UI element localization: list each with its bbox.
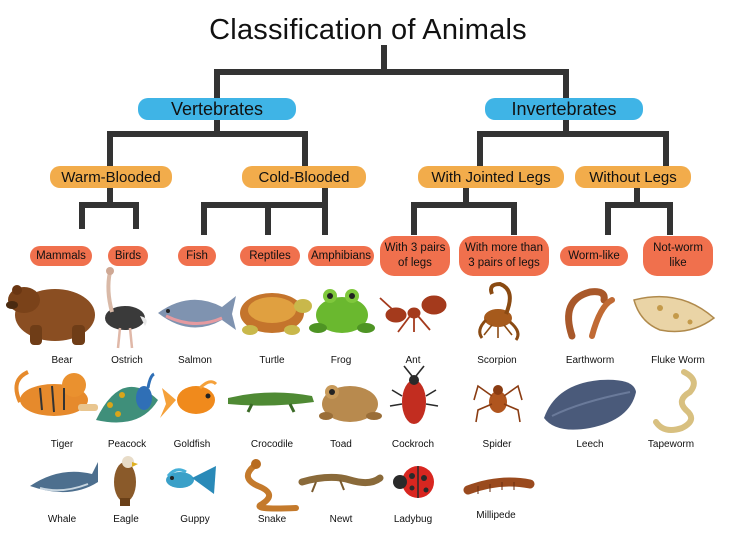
scorpion-illustration: [478, 281, 520, 341]
animal-label-leech: Leech: [576, 439, 604, 450]
animal-label-eagle: Eagle: [113, 514, 139, 525]
goldfish-illustration: [160, 380, 218, 418]
animal-label-earthworm: Earthworm: [565, 355, 615, 366]
whale-illustration: [30, 462, 98, 493]
animal-label-salmon: Salmon: [178, 355, 212, 366]
birds-box: Birds: [108, 246, 148, 266]
earthworm-illustration: [565, 288, 615, 340]
guppy-illustration: [166, 466, 216, 494]
animal-label-tapeworm: Tapeworm: [647, 439, 695, 450]
animal-label-millipede: Millipede: [476, 510, 516, 521]
cockroach-illustration: [389, 365, 439, 424]
animal-label-toad: Toad: [330, 439, 352, 450]
not-worm-like-box: Not-worm like: [643, 236, 713, 276]
animal-label-bear: Bear: [51, 355, 73, 366]
three-pairs-legs-box: With 3 pairs of legs: [380, 236, 450, 276]
animal-label-tiger: Tiger: [50, 439, 74, 450]
bear-illustration: [6, 285, 95, 345]
without-legs-box: Without Legs: [575, 166, 691, 188]
animal-label-frog: Frog: [330, 355, 352, 366]
animal-label-peacock: Peacock: [107, 439, 147, 450]
leech-illustration: [544, 379, 636, 430]
animal-label-cockroch: Cockroch: [391, 439, 435, 450]
snake-illustration: [245, 459, 299, 512]
more-than-three-pairs-box: With more than 3 pairs of legs: [459, 236, 549, 276]
salmon-illustration: [158, 296, 236, 330]
millipede-illustration: [463, 477, 535, 495]
animal-label-snake: Snake: [257, 514, 287, 525]
fluke-worm-illustration: [633, 295, 716, 333]
animal-label-fluke-worm: Fluke Worm: [651, 355, 705, 366]
ladybug-illustration: [393, 466, 434, 498]
amphibians-box: Amphibians: [308, 246, 374, 266]
animal-label-scorpion: Scorpion: [477, 355, 517, 366]
animal-label-turtle: Turtle: [259, 355, 285, 366]
fish-box: Fish: [178, 246, 216, 266]
animal-label-ladybug: Ladybug: [393, 514, 433, 525]
animal-label-ostrich: Ostrich: [111, 355, 143, 366]
diagram-title: Classification of Animals: [209, 14, 527, 46]
animal-label-spider: Spider: [482, 439, 512, 450]
animal-label-whale: Whale: [47, 514, 77, 525]
mammals-box: Mammals: [30, 246, 92, 266]
ostrich-illustration: [105, 267, 147, 349]
tiger-illustration: [14, 370, 98, 416]
crocodile-illustration: [228, 392, 314, 413]
animal-label-crocodile: Crocodile: [250, 439, 294, 450]
newt-illustration: [298, 473, 384, 493]
worm-like-box: Worm-like: [560, 246, 628, 266]
spider-illustration: [473, 384, 523, 423]
reptiles-box: Reptiles: [240, 246, 300, 266]
peacock-illustration: [96, 372, 158, 423]
ant-illustration: [379, 295, 447, 333]
animal-label-guppy: Guppy: [180, 514, 210, 525]
with-jointed-legs-box: With Jointed Legs: [418, 166, 564, 188]
eagle-illustration: [114, 456, 138, 506]
frog-illustration: [309, 289, 375, 333]
invertebrates-box: Invertebrates: [485, 98, 643, 120]
tapeworm-illustration: [653, 369, 697, 433]
animal-label-newt: Newt: [329, 514, 353, 525]
animal-label-ant: Ant: [405, 355, 421, 366]
animal-label-goldfish: Goldfish: [173, 439, 211, 450]
warm-blooded-box: Warm-Blooded: [50, 166, 172, 188]
cold-blooded-box: Cold-Blooded: [242, 166, 366, 188]
turtle-illustration: [240, 293, 312, 335]
toad-illustration: [319, 385, 382, 422]
vertebrates-box: Vertebrates: [138, 98, 296, 120]
